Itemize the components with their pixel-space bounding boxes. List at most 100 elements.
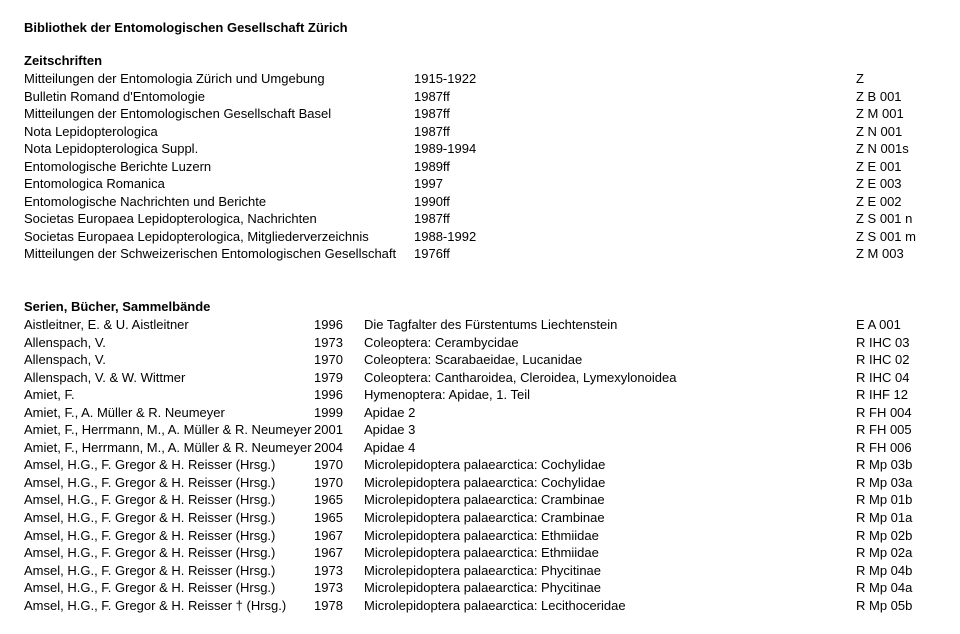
cell-d: Z E 001: [856, 158, 936, 176]
table-row: Amsel, H.G., F. Gregor & H. Reisser (Hrs…: [24, 544, 936, 562]
table-row: Mitteilungen der Entomologischen Gesells…: [24, 105, 936, 123]
cell-c: Microlepidoptera palaearctica: Crambinae: [364, 491, 856, 509]
cell-a: Amiet, F.: [24, 386, 314, 404]
table-row: Entomologische Nachrichten und Berichte1…: [24, 193, 936, 211]
cell-d: R Mp 03b: [856, 456, 936, 474]
table-row: Mitteilungen der Entomologia Zürich und …: [24, 70, 936, 88]
cell-b: 1987ff: [414, 210, 494, 228]
cell-c: [494, 140, 856, 158]
table-row: Amiet, F., Herrmann, M., A. Müller & R. …: [24, 421, 936, 439]
table-row: Societas Europaea Lepidopterologica, Nac…: [24, 210, 936, 228]
cell-a: Amsel, H.G., F. Gregor & H. Reisser (Hrs…: [24, 491, 314, 509]
cell-c: [494, 158, 856, 176]
cell-b: 1915-1922: [414, 70, 494, 88]
cell-b: 1967: [314, 527, 364, 545]
cell-b: 1970: [314, 474, 364, 492]
cell-d: R Mp 05b: [856, 597, 936, 615]
cell-d: R Mp 02a: [856, 544, 936, 562]
table-row: Amsel, H.G., F. Gregor & H. Reisser (Hrs…: [24, 456, 936, 474]
cell-a: Amiet, F., Herrmann, M., A. Müller & R. …: [24, 421, 314, 439]
cell-a: Mitteilungen der Entomologia Zürich und …: [24, 70, 414, 88]
cell-a: Entomologische Berichte Luzern: [24, 158, 414, 176]
table-row: Allenspach, V.1973Coleoptera: Cerambycid…: [24, 334, 936, 352]
cell-c: Microlepidoptera palaearctica: Phycitina…: [364, 579, 856, 597]
cell-a: Amsel, H.G., F. Gregor & H. Reisser (Hrs…: [24, 456, 314, 474]
cell-c: [494, 123, 856, 141]
table-row: Mitteilungen der Schweizerischen Entomol…: [24, 245, 936, 263]
cell-d: R Mp 04b: [856, 562, 936, 580]
cell-b: 1979: [314, 369, 364, 387]
cell-b: 2004: [314, 439, 364, 457]
cell-c: Coleoptera: Cerambycidae: [364, 334, 856, 352]
cell-c: [494, 70, 856, 88]
cell-c: Apidae 4: [364, 439, 856, 457]
cell-d: R Mp 01b: [856, 491, 936, 509]
cell-a: Nota Lepidopterologica Suppl.: [24, 140, 414, 158]
cell-b: 1970: [314, 351, 364, 369]
cell-c: [494, 228, 856, 246]
cell-b: 1989ff: [414, 158, 494, 176]
cell-d: R IHC 03: [856, 334, 936, 352]
section2-heading: Serien, Bücher, Sammelbände: [24, 299, 936, 314]
cell-b: 1973: [314, 334, 364, 352]
table-row: Amiet, F.1996Hymenoptera: Apidae, 1. Tei…: [24, 386, 936, 404]
cell-b: 1999: [314, 404, 364, 422]
cell-d: Z: [856, 70, 936, 88]
cell-c: Microlepidoptera palaearctica: Phycitina…: [364, 562, 856, 580]
cell-b: 1965: [314, 509, 364, 527]
cell-a: Societas Europaea Lepidopterologica, Nac…: [24, 210, 414, 228]
cell-d: R FH 005: [856, 421, 936, 439]
table-row: Amsel, H.G., F. Gregor & H. Reisser (Hrs…: [24, 562, 936, 580]
cell-d: R Mp 02b: [856, 527, 936, 545]
cell-d: Z S 001 n: [856, 210, 936, 228]
cell-a: Entomologica Romanica: [24, 175, 414, 193]
table-row: Entomologica Romanica1997Z E 003: [24, 175, 936, 193]
cell-c: Microlepidoptera palaearctica: Lecithoce…: [364, 597, 856, 615]
cell-c: Microlepidoptera palaearctica: Crambinae: [364, 509, 856, 527]
cell-b: 1987ff: [414, 105, 494, 123]
table-row: Amsel, H.G., F. Gregor & H. Reisser (Hrs…: [24, 474, 936, 492]
cell-a: Mitteilungen der Entomologischen Gesells…: [24, 105, 414, 123]
cell-a: Amiet, F., Herrmann, M., A. Müller & R. …: [24, 439, 314, 457]
cell-c: [494, 88, 856, 106]
cell-b: 2001: [314, 421, 364, 439]
cell-d: Z B 001: [856, 88, 936, 106]
table-row: Bulletin Romand d'Entomologie1987ffZ B 0…: [24, 88, 936, 106]
cell-d: Z E 002: [856, 193, 936, 211]
cell-d: Z N 001: [856, 123, 936, 141]
cell-a: Amsel, H.G., F. Gregor & H. Reisser (Hrs…: [24, 562, 314, 580]
table-row: Amsel, H.G., F. Gregor & H. Reisser † (H…: [24, 597, 936, 615]
table-row: Allenspach, V.1970Coleoptera: Scarabaeid…: [24, 351, 936, 369]
cell-c: Coleoptera: Cantharoidea, Cleroidea, Lym…: [364, 369, 856, 387]
cell-c: [494, 210, 856, 228]
table-row: Amiet, F., A. Müller & R. Neumeyer1999Ap…: [24, 404, 936, 422]
cell-a: Nota Lepidopterologica: [24, 123, 414, 141]
cell-c: [494, 245, 856, 263]
table-row: Aistleitner, E. & U. Aistleitner1996Die …: [24, 316, 936, 334]
cell-b: 1990ff: [414, 193, 494, 211]
cell-c: Microlepidoptera palaearctica: Cochylida…: [364, 474, 856, 492]
cell-a: Allenspach, V.: [24, 334, 314, 352]
cell-a: Amsel, H.G., F. Gregor & H. Reisser (Hrs…: [24, 544, 314, 562]
cell-d: R IHF 12: [856, 386, 936, 404]
cell-b: 1970: [314, 456, 364, 474]
cell-a: Entomologische Nachrichten und Berichte: [24, 193, 414, 211]
cell-d: R Mp 04a: [856, 579, 936, 597]
cell-a: Mitteilungen der Schweizerischen Entomol…: [24, 245, 414, 263]
cell-d: Z S 001 m: [856, 228, 936, 246]
cell-a: Societas Europaea Lepidopterologica, Mit…: [24, 228, 414, 246]
cell-a: Amsel, H.G., F. Gregor & H. Reisser (Hrs…: [24, 527, 314, 545]
cell-b: 1989-1994: [414, 140, 494, 158]
table-row: Amsel, H.G., F. Gregor & H. Reisser (Hrs…: [24, 491, 936, 509]
cell-a: Amsel, H.G., F. Gregor & H. Reisser (Hrs…: [24, 579, 314, 597]
table-row: Amsel, H.G., F. Gregor & H. Reisser (Hrs…: [24, 509, 936, 527]
table-row: Amsel, H.G., F. Gregor & H. Reisser (Hrs…: [24, 527, 936, 545]
cell-d: E A 001: [856, 316, 936, 334]
cell-a: Amsel, H.G., F. Gregor & H. Reisser † (H…: [24, 597, 314, 615]
cell-d: Z M 003: [856, 245, 936, 263]
cell-a: Amsel, H.G., F. Gregor & H. Reisser (Hrs…: [24, 509, 314, 527]
cell-d: R FH 006: [856, 439, 936, 457]
cell-c: Microlepidoptera palaearctica: Ethmiidae: [364, 527, 856, 545]
section1-heading: Zeitschriften: [24, 53, 936, 68]
cell-b: 1973: [314, 562, 364, 580]
